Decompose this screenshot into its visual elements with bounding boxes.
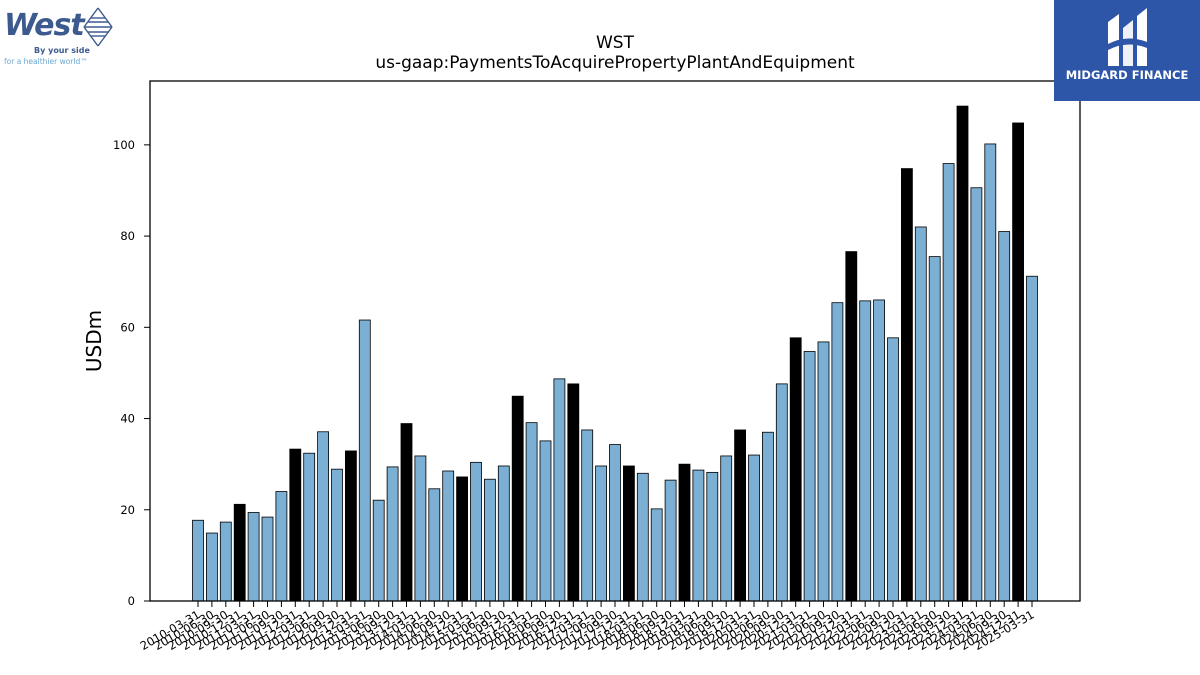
bar-2022-12-31: [901, 168, 913, 602]
bar-2021-09-30: [831, 302, 844, 602]
bar-2020-09-30: [775, 383, 788, 602]
bar-2019-09-30: [720, 455, 733, 602]
company-logo-word: West: [4, 8, 85, 43]
y-tick-label: 40: [120, 412, 135, 426]
bar-2015-09-30: [497, 465, 510, 602]
bar-2023-12-31: [956, 105, 969, 602]
bar-2024-06-30: [984, 143, 997, 602]
chart-subtitle: us-gaap:PaymentsToAcquirePropertyPlantAn…: [375, 53, 855, 73]
bar-2012-12-31: [344, 450, 357, 602]
bar-2012-03-31: [303, 452, 316, 602]
bar-2016-09-30: [553, 378, 566, 602]
bar-2018-09-30: [664, 479, 677, 602]
bar-2011-03-31: [247, 512, 260, 602]
bar-2015-03-31: [470, 461, 482, 602]
y-tick-label: 100: [113, 138, 135, 152]
bar-2012-09-30: [331, 468, 343, 602]
bar-2020-03-31: [748, 454, 760, 602]
y-ticks-group: 0 20 40 60 80 100: [113, 138, 150, 608]
bar-2022-03-31: [859, 300, 872, 602]
bar-2018-12-31: [678, 463, 691, 602]
company-logo: West By your side for a healthier world™: [4, 4, 114, 68]
bar-2017-03-31: [581, 429, 594, 602]
bar-2023-06-30: [928, 256, 941, 602]
company-tagline-2: for a healthier world™: [4, 57, 88, 66]
bar-2023-09-30: [942, 163, 955, 602]
bar-2021-06-30: [817, 341, 830, 602]
bar-2016-06-30: [539, 440, 552, 602]
y-tick-label: 60: [120, 320, 135, 334]
bar-2011-09-30: [275, 491, 288, 602]
bar-2019-03-31: [692, 469, 705, 602]
company-tagline-1: By your side: [34, 46, 90, 55]
bar-2018-03-31: [636, 472, 649, 602]
brand-name: MIDGARD FINANCE: [1065, 68, 1189, 82]
diamond-icon: [83, 7, 113, 47]
y-tick-label: 80: [120, 229, 135, 243]
bar-2017-06-30: [595, 465, 607, 602]
bar-2014-09-30: [442, 470, 455, 602]
plot-frame: [149, 80, 1081, 602]
bar-2014-03-31: [414, 455, 427, 602]
bar-2010-06-30: [205, 532, 218, 602]
bar-2021-03-31: [803, 351, 816, 602]
bar-2011-06-30: [261, 516, 274, 602]
bar-2024-09-30: [998, 231, 1011, 602]
bar-2022-06-30: [873, 299, 885, 602]
bar-2024-12-31: [1012, 122, 1024, 602]
bar-2016-12-31: [567, 383, 580, 602]
bar-2012-06-30: [317, 431, 330, 602]
bar-2019-12-31: [734, 429, 746, 602]
bar-2013-06-30: [372, 499, 385, 602]
y-tick-label: 20: [120, 503, 135, 517]
bar-2023-03-31: [914, 226, 927, 602]
bar-2013-03-31: [358, 319, 371, 602]
bar-2010-09-30: [219, 521, 232, 602]
y-tick-label: 0: [128, 594, 135, 608]
bar-2017-12-31: [623, 465, 635, 602]
bar-2020-06-30: [762, 431, 774, 602]
bar-2011-12-31: [289, 448, 302, 602]
chart-title: WST: [596, 33, 635, 53]
bar-2020-12-31: [789, 337, 802, 602]
bar-2016-03-31: [525, 422, 538, 602]
brand-logo: MIDGARD FINANCE: [1054, 0, 1200, 101]
bar-2017-09-30: [609, 444, 621, 602]
bar-2018-06-30: [650, 508, 663, 602]
bar-2024-03-31: [970, 187, 983, 602]
bar-2025-03-31: [1026, 275, 1038, 602]
bar-2014-06-30: [428, 488, 441, 602]
bar-2021-12-31: [845, 251, 858, 602]
brand-mark-icon: [1108, 8, 1147, 66]
x-ticks-group: 2010-03-312010-06-302010-09-302010-12-31…: [138, 601, 1037, 653]
bar-2013-09-30: [386, 466, 399, 602]
y-axis-label: USDm: [82, 310, 106, 372]
bar-2010-12-31: [233, 503, 246, 602]
bar-2014-12-31: [456, 476, 469, 602]
bar-2013-12-31: [400, 423, 413, 602]
bars-group: [192, 105, 1038, 602]
bar-2015-06-30: [483, 478, 496, 602]
bar-2010-03-31: [192, 519, 204, 602]
bar-2019-06-30: [706, 471, 719, 602]
bar-2022-09-30: [887, 337, 899, 602]
bar-2015-12-31: [511, 395, 524, 602]
